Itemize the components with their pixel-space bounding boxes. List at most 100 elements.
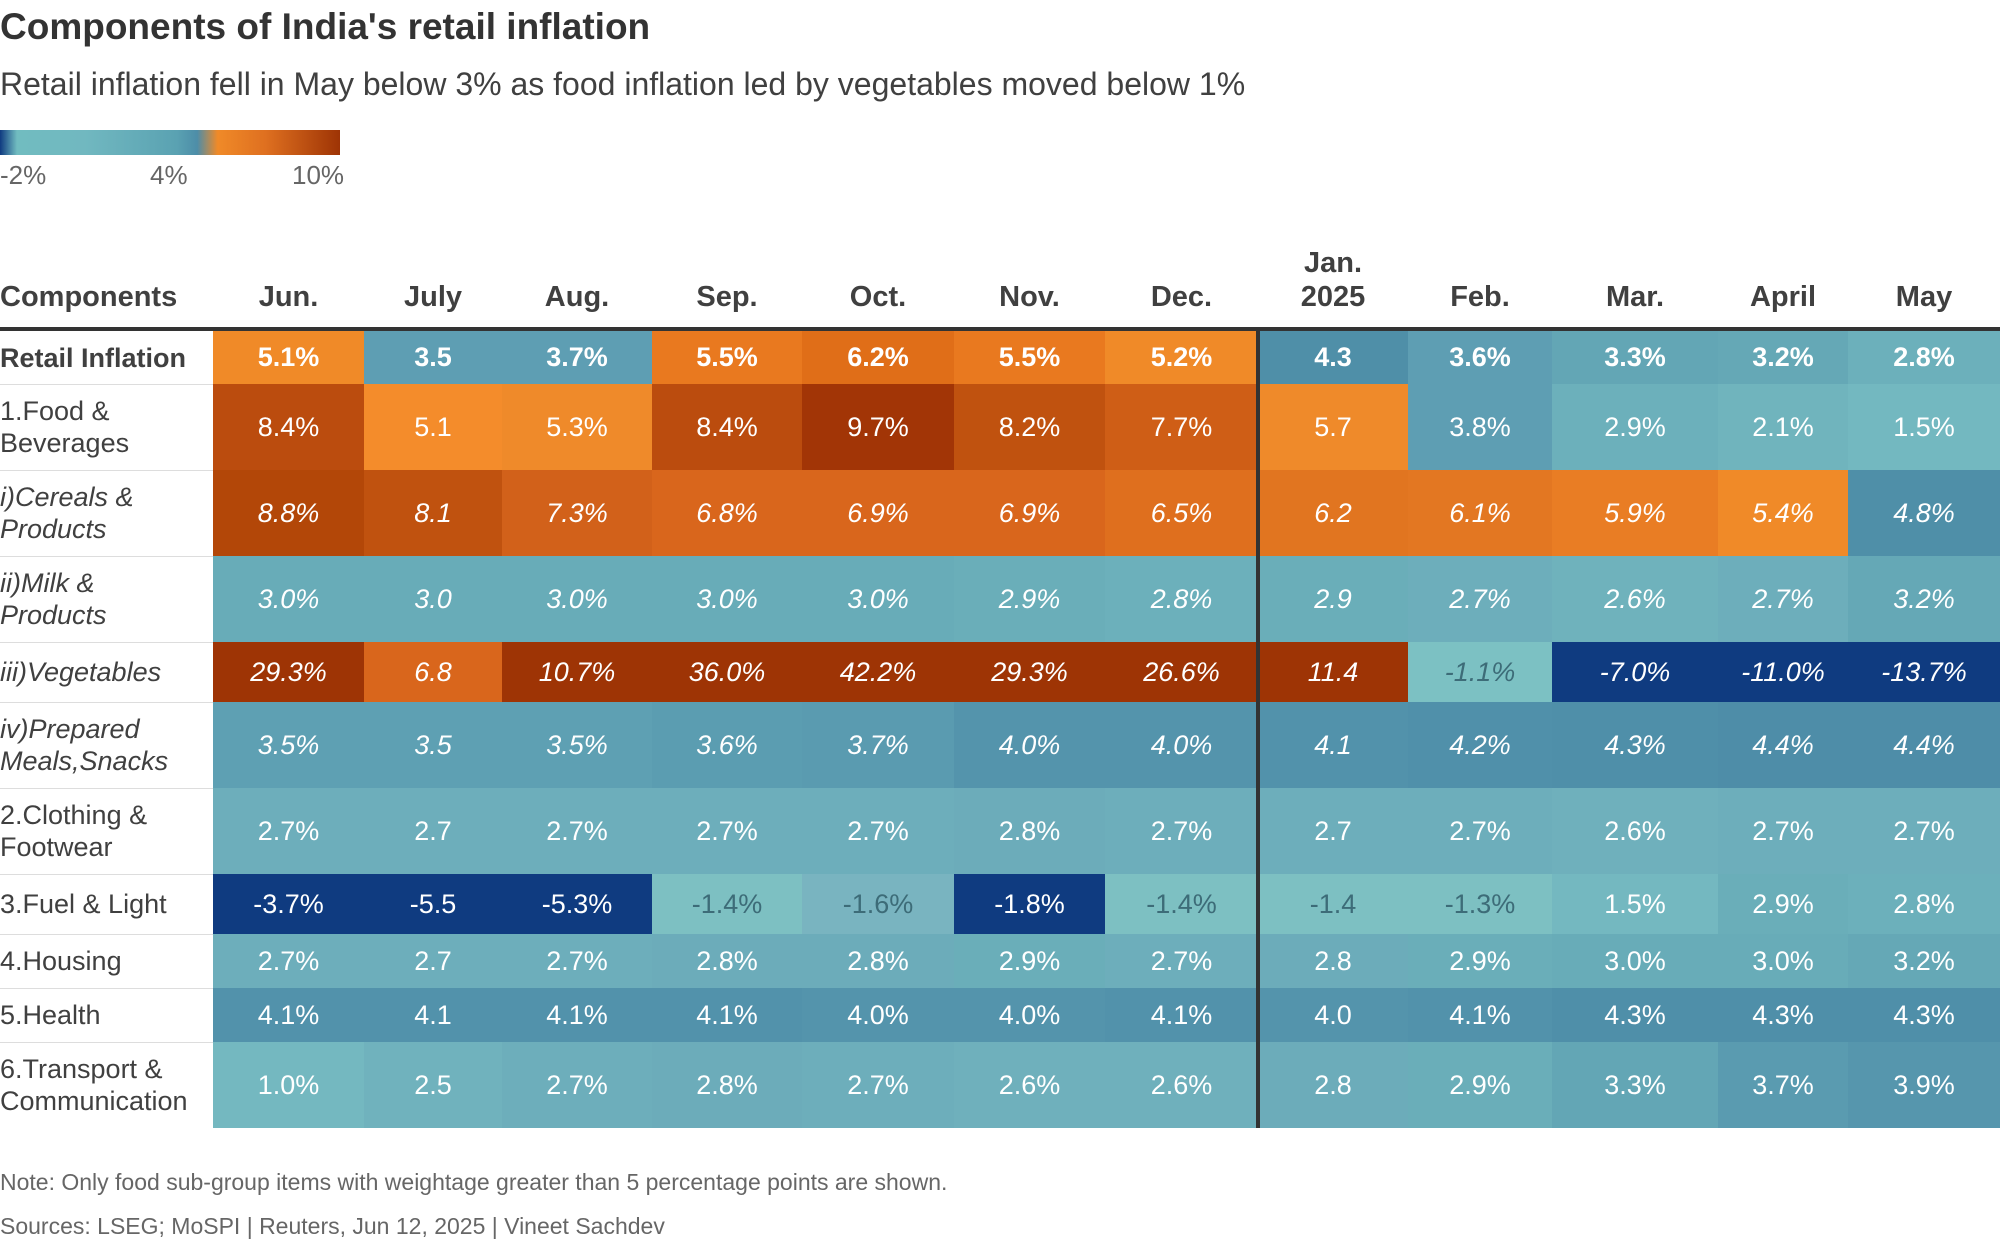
heatmap-cell: 2.8% (1848, 874, 2000, 934)
heatmap-cell: 2.8% (1848, 331, 2000, 384)
row-label: i)Cereals & Products (0, 482, 134, 544)
row-separator (0, 556, 213, 557)
heatmap-cell: 2.7% (502, 934, 652, 988)
heatmap-cell: 3.8% (1408, 384, 1552, 470)
heatmap-cell: 3.5% (213, 702, 364, 788)
heatmap-cell: 2.7% (1718, 788, 1848, 874)
heatmap-cell: 5.4% (1718, 470, 1848, 556)
heatmap-cell: 2.7% (802, 1042, 954, 1128)
row-label: 5.Health (0, 1000, 101, 1030)
heatmap-cell: 2.8% (1105, 556, 1258, 642)
heatmap-cell: 1.5% (1552, 874, 1718, 934)
heatmap-cell: 2.9% (1552, 384, 1718, 470)
heatmap-cell: 11.4 (1258, 642, 1408, 702)
heatmap-cell: 2.9% (1408, 934, 1552, 988)
heatmap-cell: -1.4 (1258, 874, 1408, 934)
row-label: ii)Milk & Products (0, 568, 107, 630)
heatmap-cell: 2.7% (652, 788, 802, 874)
heatmap-cell: -1.4% (652, 874, 802, 934)
heatmap-cell: 4.0% (954, 702, 1105, 788)
heatmap-cell: 4.0% (1105, 702, 1258, 788)
heatmap-cell: 7.3% (502, 470, 652, 556)
heatmap-cell: 3.0% (802, 556, 954, 642)
row-separator (0, 702, 213, 703)
heatmap-cell: 4.1% (1105, 988, 1258, 1042)
heatmap-cell: 36.0% (652, 642, 802, 702)
heatmap-cell: 2.6% (954, 1042, 1105, 1128)
column-header: Oct. (849, 281, 907, 313)
heatmap-cell: 2.8% (802, 934, 954, 988)
heatmap-cell: 8.2% (954, 384, 1105, 470)
source-line: Sources: LSEG; MoSPI | Reuters, Jun 12, … (0, 1213, 665, 1239)
heatmap-cell: 2.8% (954, 788, 1105, 874)
year-divider (1256, 327, 1260, 1128)
row-separator (0, 470, 213, 471)
heatmap-cell: 2.7% (1848, 788, 2000, 874)
heatmap-cell: 2.1% (1718, 384, 1848, 470)
header-rule (0, 327, 2000, 331)
heatmap-cell: 2.7% (802, 788, 954, 874)
heatmap-cell: 4.1% (213, 988, 364, 1042)
row-separator (0, 788, 213, 789)
heatmap-cell: 2.9% (954, 556, 1105, 642)
heatmap-cell: 3.2% (1718, 331, 1848, 384)
heatmap-cell: -5.5 (364, 874, 502, 934)
heatmap-cell: 7.7% (1105, 384, 1258, 470)
heatmap-cell: 8.4% (213, 384, 364, 470)
heatmap-cell: 3.5 (364, 702, 502, 788)
heatmap-cell: 29.3% (954, 642, 1105, 702)
heatmap-cell: 2.7 (364, 934, 502, 988)
heatmap-cell: 6.2 (1258, 470, 1408, 556)
heatmap-cell: 3.0 (364, 556, 502, 642)
heatmap-cell: -7.0% (1552, 642, 1718, 702)
heatmap-cell: -5.3% (502, 874, 652, 934)
heatmap-cell: 5.1% (213, 331, 364, 384)
column-header: Sep. (696, 281, 758, 313)
heatmap-cell: 2.8 (1258, 1042, 1408, 1128)
heatmap-cell: 4.3% (1848, 988, 2000, 1042)
column-header: Mar. (1605, 281, 1665, 313)
heatmap-cell: 4.3% (1552, 988, 1718, 1042)
heatmap-cell: 3.0% (1718, 934, 1848, 988)
row-separator (0, 874, 213, 875)
heatmap-cell: 26.6% (1105, 642, 1258, 702)
heatmap-cell: 5.9% (1552, 470, 1718, 556)
heatmap-cell: 2.7% (1718, 556, 1848, 642)
heatmap-cell: 2.5 (364, 1042, 502, 1128)
heatmap-cell: 4.0% (954, 988, 1105, 1042)
heatmap-cell: 4.1 (1258, 702, 1408, 788)
heatmap-cell: -1.6% (802, 874, 954, 934)
heatmap-cell: 2.7% (1105, 934, 1258, 988)
heatmap-cell: 6.8% (652, 470, 802, 556)
heatmap-cell: 6.8 (364, 642, 502, 702)
heatmap-cell: 3.3% (1552, 1042, 1718, 1128)
heatmap-cell: 3.0% (1552, 934, 1718, 988)
heatmap-cell: -1.4% (1105, 874, 1258, 934)
heatmap-cell: 6.9% (802, 470, 954, 556)
heatmap-cell: 2.7% (1408, 556, 1552, 642)
chart-title: Components of India's retail inflation (0, 6, 651, 47)
legend-label-min: -2% (0, 160, 47, 190)
heatmap-cell: 4.2% (1408, 702, 1552, 788)
heatmap-cell: 2.8% (652, 1042, 802, 1128)
row-label: 4.Housing (0, 946, 122, 976)
heatmap-cell: 2.9% (1408, 1042, 1552, 1128)
row-separator (0, 384, 213, 385)
heatmap-cell: 3.0% (502, 556, 652, 642)
heatmap-cell: 5.3% (502, 384, 652, 470)
heatmap-cell: 3.0% (213, 556, 364, 642)
heatmap-cell: 3.7% (802, 702, 954, 788)
heatmap-cell: 4.1% (1408, 988, 1552, 1042)
row-separator (0, 934, 213, 935)
heatmap-cell: 2.8% (652, 934, 802, 988)
heatmap-cell: 5.5% (954, 331, 1105, 384)
column-header: Nov. (999, 281, 1060, 313)
heatmap-cell: 8.1 (364, 470, 502, 556)
heatmap-cell: 4.1% (652, 988, 802, 1042)
heatmap-cell: 42.2% (802, 642, 954, 702)
heatmap-cell: 2.7 (1258, 788, 1408, 874)
heatmap-cell: 2.6% (1552, 788, 1718, 874)
heatmap-cell: 3.5 (364, 331, 502, 384)
heatmap-cell: 3.9% (1848, 1042, 2000, 1128)
heatmap-cell: 2.6% (1105, 1042, 1258, 1128)
